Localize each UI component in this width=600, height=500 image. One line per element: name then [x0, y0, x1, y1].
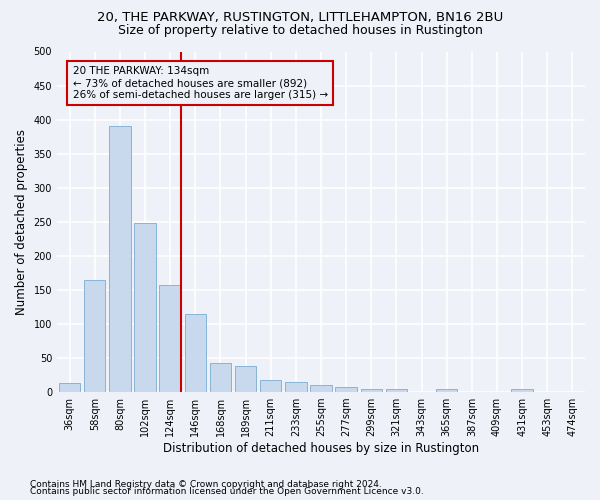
- Bar: [310, 386, 332, 392]
- Bar: [235, 366, 256, 392]
- Bar: [285, 382, 307, 392]
- Bar: [134, 223, 156, 392]
- X-axis label: Distribution of detached houses by size in Rustington: Distribution of detached houses by size …: [163, 442, 479, 455]
- Bar: [260, 380, 281, 392]
- Bar: [210, 363, 231, 392]
- Text: 20 THE PARKWAY: 134sqm
← 73% of detached houses are smaller (892)
26% of semi-de: 20 THE PARKWAY: 134sqm ← 73% of detached…: [73, 66, 328, 100]
- Text: Contains HM Land Registry data © Crown copyright and database right 2024.: Contains HM Land Registry data © Crown c…: [30, 480, 382, 489]
- Bar: [109, 126, 131, 392]
- Bar: [185, 314, 206, 392]
- Bar: [335, 386, 357, 392]
- Text: 20, THE PARKWAY, RUSTINGTON, LITTLEHAMPTON, BN16 2BU: 20, THE PARKWAY, RUSTINGTON, LITTLEHAMPT…: [97, 11, 503, 24]
- Bar: [386, 390, 407, 392]
- Text: Contains public sector information licensed under the Open Government Licence v3: Contains public sector information licen…: [30, 487, 424, 496]
- Bar: [160, 285, 181, 392]
- Bar: [84, 280, 106, 392]
- Bar: [511, 388, 533, 392]
- Bar: [436, 388, 457, 392]
- Text: Size of property relative to detached houses in Rustington: Size of property relative to detached ho…: [118, 24, 482, 37]
- Bar: [361, 388, 382, 392]
- Y-axis label: Number of detached properties: Number of detached properties: [15, 129, 28, 315]
- Bar: [59, 383, 80, 392]
